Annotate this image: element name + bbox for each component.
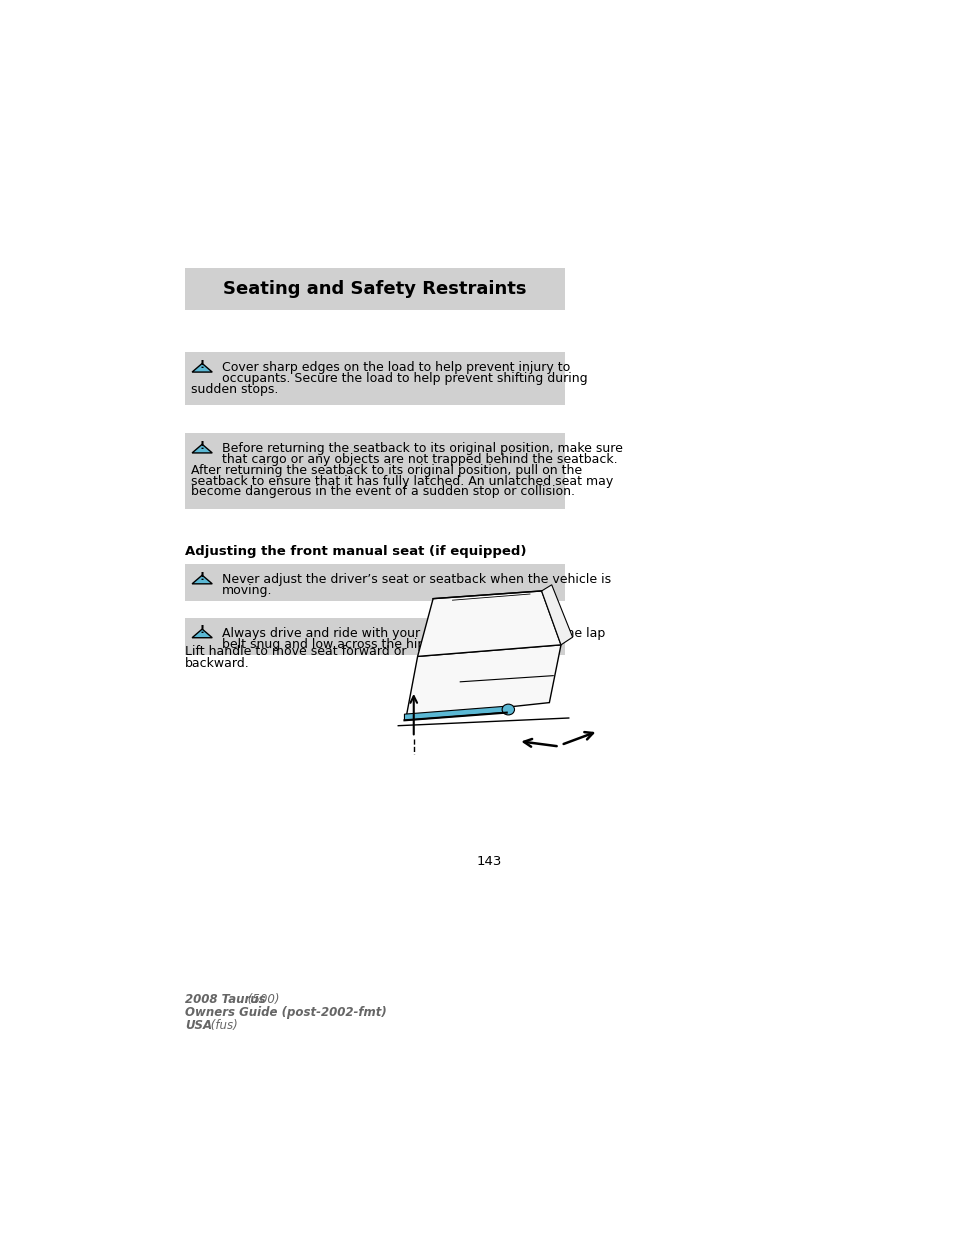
Polygon shape — [541, 585, 572, 645]
Text: seatback to ensure that it has fully latched. An unlatched seat may: seatback to ensure that it has fully lat… — [192, 474, 613, 488]
Text: Owners Guide (post-2002-fmt): Owners Guide (post-2002-fmt) — [185, 1007, 387, 1019]
Text: become dangerous in the event of a sudden stop or collision.: become dangerous in the event of a sudde… — [192, 485, 575, 499]
Text: !: ! — [199, 572, 205, 582]
Text: !: ! — [199, 359, 205, 369]
Text: Seating and Safety Restraints: Seating and Safety Restraints — [223, 279, 526, 298]
FancyBboxPatch shape — [185, 433, 564, 509]
Polygon shape — [192, 629, 212, 637]
Text: moving.: moving. — [222, 584, 273, 597]
Text: Cover sharp edges on the load to help prevent injury to: Cover sharp edges on the load to help pr… — [222, 362, 570, 374]
Polygon shape — [406, 645, 560, 718]
Text: belt snug and low across the hips.: belt snug and low across the hips. — [222, 638, 436, 651]
Polygon shape — [192, 363, 212, 372]
Text: USA: USA — [185, 1019, 212, 1032]
Text: Never adjust the driver’s seat or seatback when the vehicle is: Never adjust the driver’s seat or seatba… — [222, 573, 611, 587]
Text: After returning the seatback to its original position, pull on the: After returning the seatback to its orig… — [192, 464, 582, 477]
Text: sudden stops.: sudden stops. — [192, 383, 278, 396]
Text: (500): (500) — [244, 993, 279, 1005]
FancyBboxPatch shape — [185, 564, 564, 601]
Ellipse shape — [501, 704, 514, 715]
FancyBboxPatch shape — [185, 268, 564, 310]
Polygon shape — [417, 592, 560, 656]
Text: 2008 Taurus: 2008 Taurus — [185, 993, 266, 1005]
Text: !: ! — [199, 441, 205, 451]
Text: backward.: backward. — [185, 657, 250, 671]
Text: 143: 143 — [476, 856, 501, 868]
Polygon shape — [404, 706, 502, 720]
FancyBboxPatch shape — [185, 352, 564, 405]
Polygon shape — [192, 576, 212, 584]
Text: Lift handle to move seat forward or: Lift handle to move seat forward or — [185, 645, 406, 658]
Text: that cargo or any objects are not trapped behind the seatback.: that cargo or any objects are not trappe… — [222, 453, 618, 466]
Text: occupants. Secure the load to help prevent shifting during: occupants. Secure the load to help preve… — [222, 372, 587, 385]
Text: Before returning the seatback to its original position, make sure: Before returning the seatback to its ori… — [222, 442, 622, 456]
Text: Always drive and ride with your seatback upright and the lap: Always drive and ride with your seatback… — [222, 627, 605, 640]
Polygon shape — [192, 445, 212, 453]
Text: Adjusting the front manual seat (if equipped): Adjusting the front manual seat (if equi… — [185, 545, 526, 558]
Text: (fus): (fus) — [207, 1019, 237, 1032]
FancyBboxPatch shape — [185, 618, 564, 655]
Text: !: ! — [199, 625, 205, 636]
